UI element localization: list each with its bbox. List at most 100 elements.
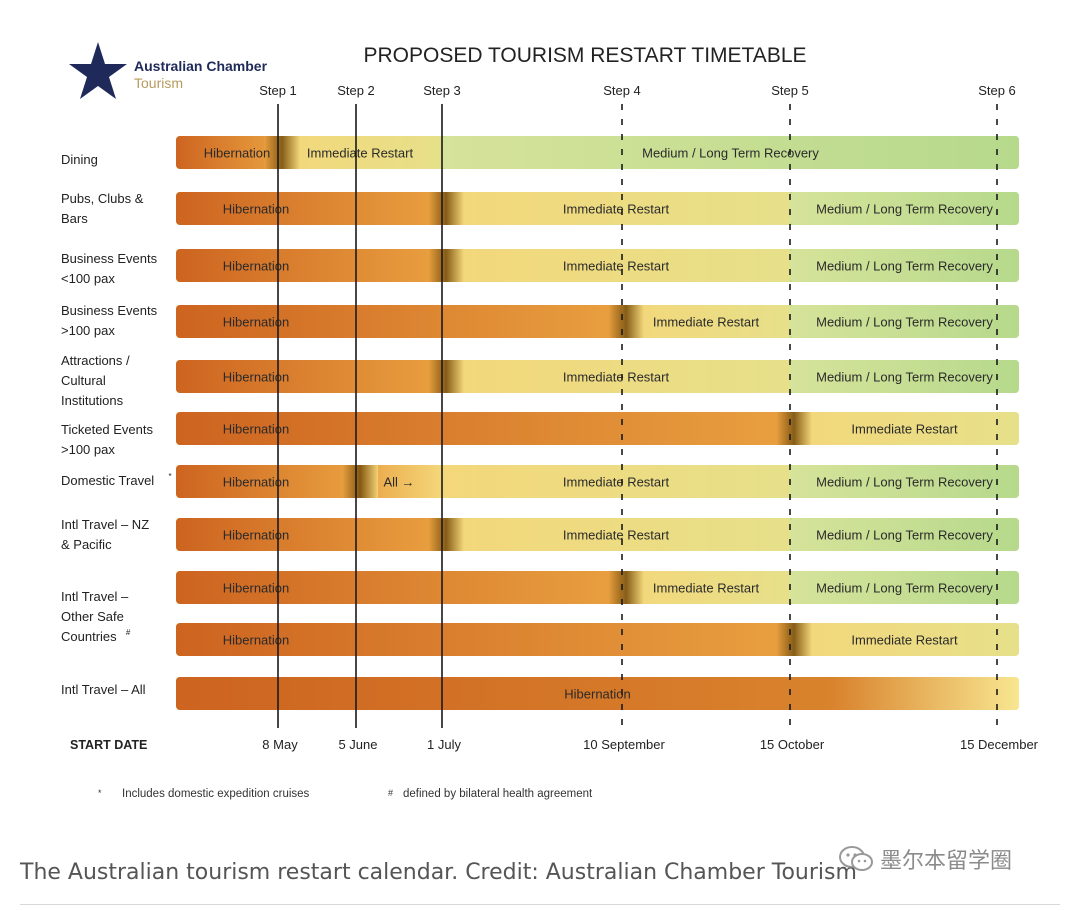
start-date-tick: 5 June — [338, 737, 377, 752]
row-footnote-mark: # — [126, 628, 131, 637]
row-category-label: >100 pax — [61, 323, 115, 338]
row-category-label: Cultural — [61, 373, 106, 388]
phase-label: Immediate Restart — [307, 146, 414, 161]
phase-segment — [790, 360, 1019, 393]
phase-segment — [790, 249, 1019, 282]
timetable-chart: PROPOSED TOURISM RESTART TIMETABLE Austra… — [61, 42, 1039, 800]
chart-title: PROPOSED TOURISM RESTART TIMETABLE — [363, 44, 806, 67]
phase-label: Immediate Restart — [563, 528, 670, 543]
footnote-symbol: * — [98, 788, 102, 798]
phase-segment — [790, 518, 1019, 551]
phase-segment — [790, 465, 1019, 498]
row-category-label: & Pacific — [61, 537, 112, 552]
row-category-label: Business Events — [61, 251, 158, 266]
row-category-label: Intl Travel – — [61, 589, 129, 604]
phase-segment — [176, 571, 622, 604]
phase-transition — [776, 623, 812, 656]
phase-segment — [790, 571, 1019, 604]
phase-label: Immediate Restart — [563, 475, 670, 490]
row-category-label: >100 pax — [61, 442, 115, 457]
row-category-label: Dining — [61, 152, 98, 167]
phase-segment — [176, 677, 1019, 710]
start-date-tick: 15 December — [960, 737, 1039, 752]
phase-segment — [176, 249, 442, 282]
wechat-icon — [839, 846, 873, 871]
step-label: Step 1 — [259, 83, 297, 98]
phase-label: Hibernation — [223, 315, 290, 330]
phase-label: Hibernation — [223, 528, 290, 543]
row-category-label: Intl Travel – All — [61, 682, 146, 697]
footnote-text: defined by bilateral health agreement — [403, 788, 593, 800]
row-category-label: Domestic Travel — [61, 473, 154, 488]
watermark-text: 墨尔本留学圈 — [880, 849, 1013, 874]
phase-label: Immediate Restart — [563, 370, 670, 385]
phase-segment — [442, 136, 1019, 169]
phase-label: Medium / Long Term Recovery — [816, 202, 993, 217]
phase-segment — [442, 249, 790, 282]
row-category-label: Institutions — [61, 393, 124, 408]
phase-segment — [176, 412, 790, 445]
phase-label: Hibernation — [223, 422, 290, 437]
phase-segment — [442, 465, 790, 498]
phase-label: Immediate Restart — [851, 422, 958, 437]
row-category-label: Pubs, Clubs & — [61, 191, 144, 206]
phase-label: Hibernation — [223, 259, 290, 274]
phase-transition — [428, 192, 464, 225]
phase-segment — [790, 305, 1019, 338]
phase-segment — [278, 136, 442, 169]
phase-segment — [790, 623, 1019, 656]
start-date-tick: 8 May — [262, 737, 298, 752]
phase-segment — [790, 412, 1019, 445]
phase-label: Medium / Long Term Recovery — [642, 146, 819, 161]
phase-label: Immediate Restart — [563, 202, 670, 217]
phase-transition — [428, 249, 464, 282]
logo-text-line2: Tourism — [134, 75, 183, 91]
phase-label: Medium / Long Term Recovery — [816, 315, 993, 330]
step-label: Step 3 — [423, 83, 461, 98]
phase-label: Medium / Long Term Recovery — [816, 259, 993, 274]
phase-label: Hibernation — [223, 633, 290, 648]
phase-label: Hibernation — [204, 146, 271, 161]
row-category-label: Countries — [61, 629, 117, 644]
step-label: Step 2 — [337, 83, 375, 98]
phase-label: Immediate Restart — [851, 633, 958, 648]
row-category-label: <100 pax — [61, 271, 115, 286]
step-label: Step 4 — [603, 83, 641, 98]
phase-label: Hibernation — [564, 687, 631, 702]
step-label: Step 5 — [771, 83, 809, 98]
phase-transition — [428, 360, 464, 393]
phase-segment — [176, 360, 442, 393]
start-date-tick: 15 October — [760, 737, 825, 752]
row-category-label: Attractions / — [61, 353, 130, 368]
phase-segment — [176, 305, 622, 338]
figure-caption: The Australian tourism restart calendar.… — [20, 860, 857, 885]
logo-text-line1: Australian Chamber — [134, 58, 268, 74]
phase-segment — [622, 305, 790, 338]
phase-transition — [342, 465, 378, 498]
row-category-label: Business Events — [61, 303, 158, 318]
phase-segment — [176, 465, 356, 498]
phase-label: Hibernation — [223, 581, 290, 596]
phase-label: Hibernation — [223, 370, 290, 385]
footnote-symbol: # — [388, 788, 393, 798]
phase-segment — [176, 623, 790, 656]
phase-transition — [428, 518, 464, 551]
phase-label: Immediate Restart — [653, 581, 760, 596]
step-label: Step 6 — [978, 83, 1016, 98]
phase-segment — [442, 518, 790, 551]
phase-label: Immediate Restart — [563, 259, 670, 274]
phase-segment — [176, 518, 442, 551]
phase-label: Hibernation — [223, 202, 290, 217]
start-date-tick: 1 July — [427, 737, 461, 752]
phase-segment — [176, 192, 442, 225]
watermark: 墨尔本留学圈 — [838, 843, 1012, 875]
footnote-text: Includes domestic expedition cruises — [122, 788, 310, 800]
phase-transition — [776, 412, 812, 445]
row-category-label: Ticketed Events — [61, 422, 154, 437]
phase-label: Immediate Restart — [653, 315, 760, 330]
phase-segment — [622, 571, 790, 604]
phase-label: Hibernation — [223, 475, 290, 490]
phase-segment — [442, 360, 790, 393]
row-category-label: Bars — [61, 211, 88, 226]
phase-transition — [608, 571, 644, 604]
